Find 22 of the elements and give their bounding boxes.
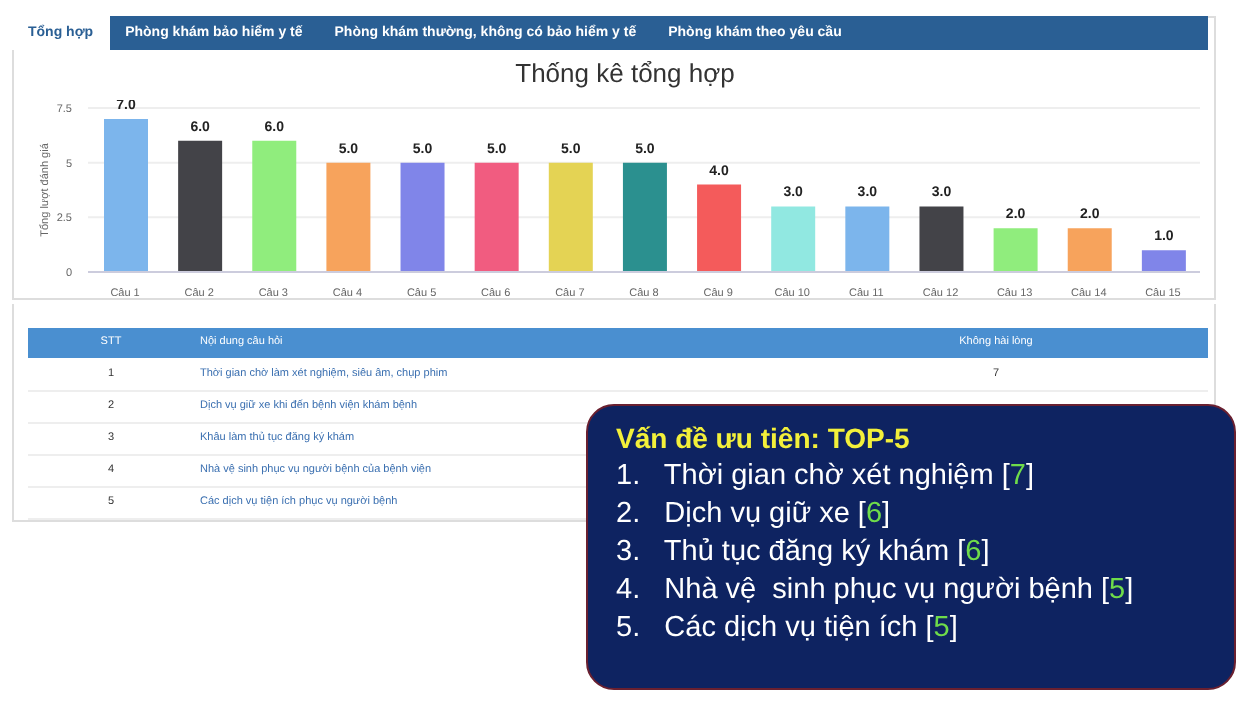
text: 1. Thời gian chờ xét nghiệm [7] (616, 460, 1034, 492)
bar (326, 162, 371, 272)
bar (400, 162, 445, 272)
text: 2. Dịch vụ giữ xe [6] (616, 498, 891, 530)
chart-title: Thống kê tổng hợp (513, 58, 737, 88)
bar (919, 206, 964, 272)
bar (845, 206, 890, 272)
bar (993, 228, 1038, 272)
bar (104, 118, 148, 272)
bar (1067, 228, 1112, 272)
bar (771, 206, 816, 272)
bar (697, 184, 742, 272)
bar (178, 140, 223, 272)
text: 5. Các dịch vụ tiện ích [5] (616, 612, 958, 644)
bar (548, 162, 593, 272)
bar (1141, 250, 1186, 272)
bar (252, 140, 297, 272)
bar (622, 162, 667, 272)
bar (474, 162, 519, 272)
text: Vấn đề ưu tiên: TOP-5 (616, 422, 912, 454)
text: 4. Nhà vệ sinh phục vụ người bệnh [5] (616, 574, 1134, 606)
text: 3. Thủ tục đăng ký khám [6] (616, 536, 990, 568)
